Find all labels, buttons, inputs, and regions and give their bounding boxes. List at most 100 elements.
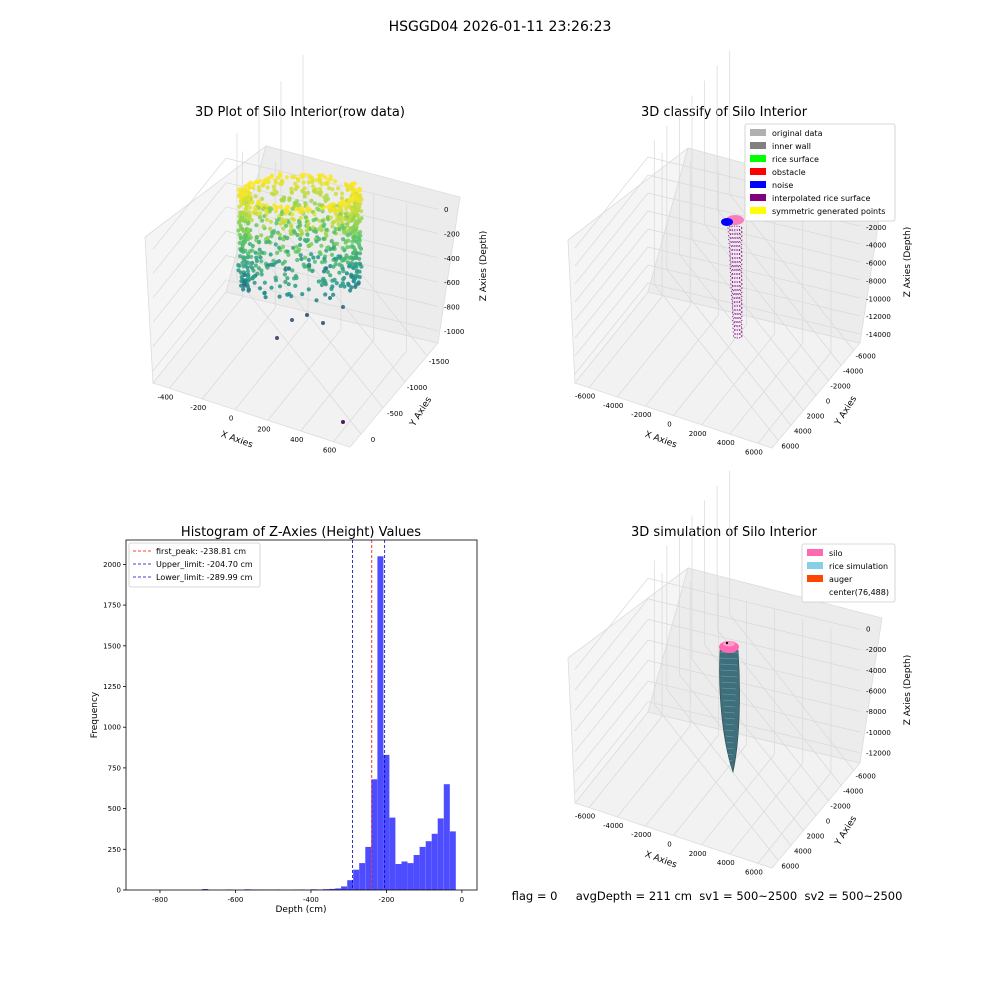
z-gridline [574,660,861,752]
raw-point [330,187,335,192]
raw-point [261,179,266,184]
raw-point [259,259,264,264]
z-tick-label: -12000 [866,750,891,758]
raw-ylabel: Y Axies [408,395,434,429]
x-gridline [729,342,804,435]
y-tick-label: -6000 [856,353,876,361]
status-line: flag = 0 avgDepth = 211 cm sv1 = 500~250… [512,889,903,903]
raw-point [348,226,353,231]
x-tick-label: 600 [323,447,336,455]
raw-point [303,215,308,220]
raw-point [341,237,346,242]
raw-point [297,247,302,252]
raw-point [260,196,265,201]
y-tick-label: -1000 [407,384,427,392]
hist-bar [449,831,456,890]
raw-point [246,237,251,242]
raw-point [331,246,336,251]
x-tick-label: 200 [257,425,270,433]
raw-point [350,239,355,244]
x-gridline [234,318,309,410]
raw-point [284,204,289,209]
hist-ytick-label: 750 [108,764,121,772]
raw-point [290,212,295,217]
interpolated-ring [730,285,743,291]
raw-point [342,230,347,235]
raw-point [291,217,297,222]
raw-point [337,262,342,267]
hist-xlabel: Depth (cm) [275,905,326,915]
z-tick-label: -8000 [866,708,886,716]
raw-point [262,290,267,295]
x-gridline [701,753,775,846]
raw-point [254,255,259,260]
raw-point [286,266,292,271]
hist-ytick-label: 1000 [103,724,121,732]
raw-point [323,198,328,203]
raw-point [347,184,352,189]
x-gridline [616,305,691,398]
raw-point [322,256,327,261]
rice-mesh-line [723,711,736,714]
raw-point [242,281,247,286]
raw-point [357,256,362,261]
raw-point [246,220,251,225]
legend-swatch [750,142,766,149]
hist-bar [395,864,402,890]
raw-point [252,280,257,285]
hist-bar [329,888,336,890]
raw-point [345,245,350,250]
sim-rice-surface [718,641,740,774]
raw-point [355,196,360,201]
z-gridline [574,228,861,321]
raw-point [254,235,259,240]
raw-point [329,202,334,207]
x-tick-label: 4000 [717,439,735,447]
z-tick-label: -600 [444,279,460,287]
hist-frame [125,539,478,891]
raw-point [320,209,325,214]
rice-mesh-line [721,687,737,690]
hist-ylabel: Frequency [90,691,100,738]
raw-point [257,178,262,184]
raw-point [268,252,273,257]
raw-point [342,202,347,207]
hist-legend: first_peak: -238.81 cm Upper_limit: -204.… [128,542,261,588]
raw-point [281,195,286,200]
raw-point [236,263,241,268]
raw-point [317,250,322,255]
raw-point [338,205,343,210]
rice-mesh-line [720,675,737,678]
raw-point [271,262,276,267]
raw-point [247,205,252,210]
raw-point [303,201,308,206]
legend-frame [744,123,896,222]
raw-point [294,185,299,190]
y-gridline [679,674,804,831]
raw-point [318,192,323,197]
raw-point [330,284,335,289]
raw-point [265,185,270,190]
raw-point [264,208,269,213]
raw-point [349,207,354,212]
y-tick-label: -1500 [429,358,449,366]
raw-point [286,252,291,257]
raw-point [285,276,290,281]
raw-point [351,275,356,280]
rice-mesh-line [727,753,733,756]
y-tick-label: 4000 [794,848,812,856]
raw-point [318,177,323,182]
raw-point [256,205,261,210]
raw-point [246,287,251,292]
x-gridline [757,352,832,444]
raw-point [254,258,259,263]
y-tick-label: 6000 [781,863,799,871]
z-gridline [574,282,861,375]
hist-bars [202,556,456,890]
legend-swatch [750,181,766,188]
interpolated-ring [731,305,743,311]
x-gridline [701,333,775,426]
rice-mesh-line [728,765,733,768]
raw-point [297,223,302,228]
raw-point [312,212,317,217]
